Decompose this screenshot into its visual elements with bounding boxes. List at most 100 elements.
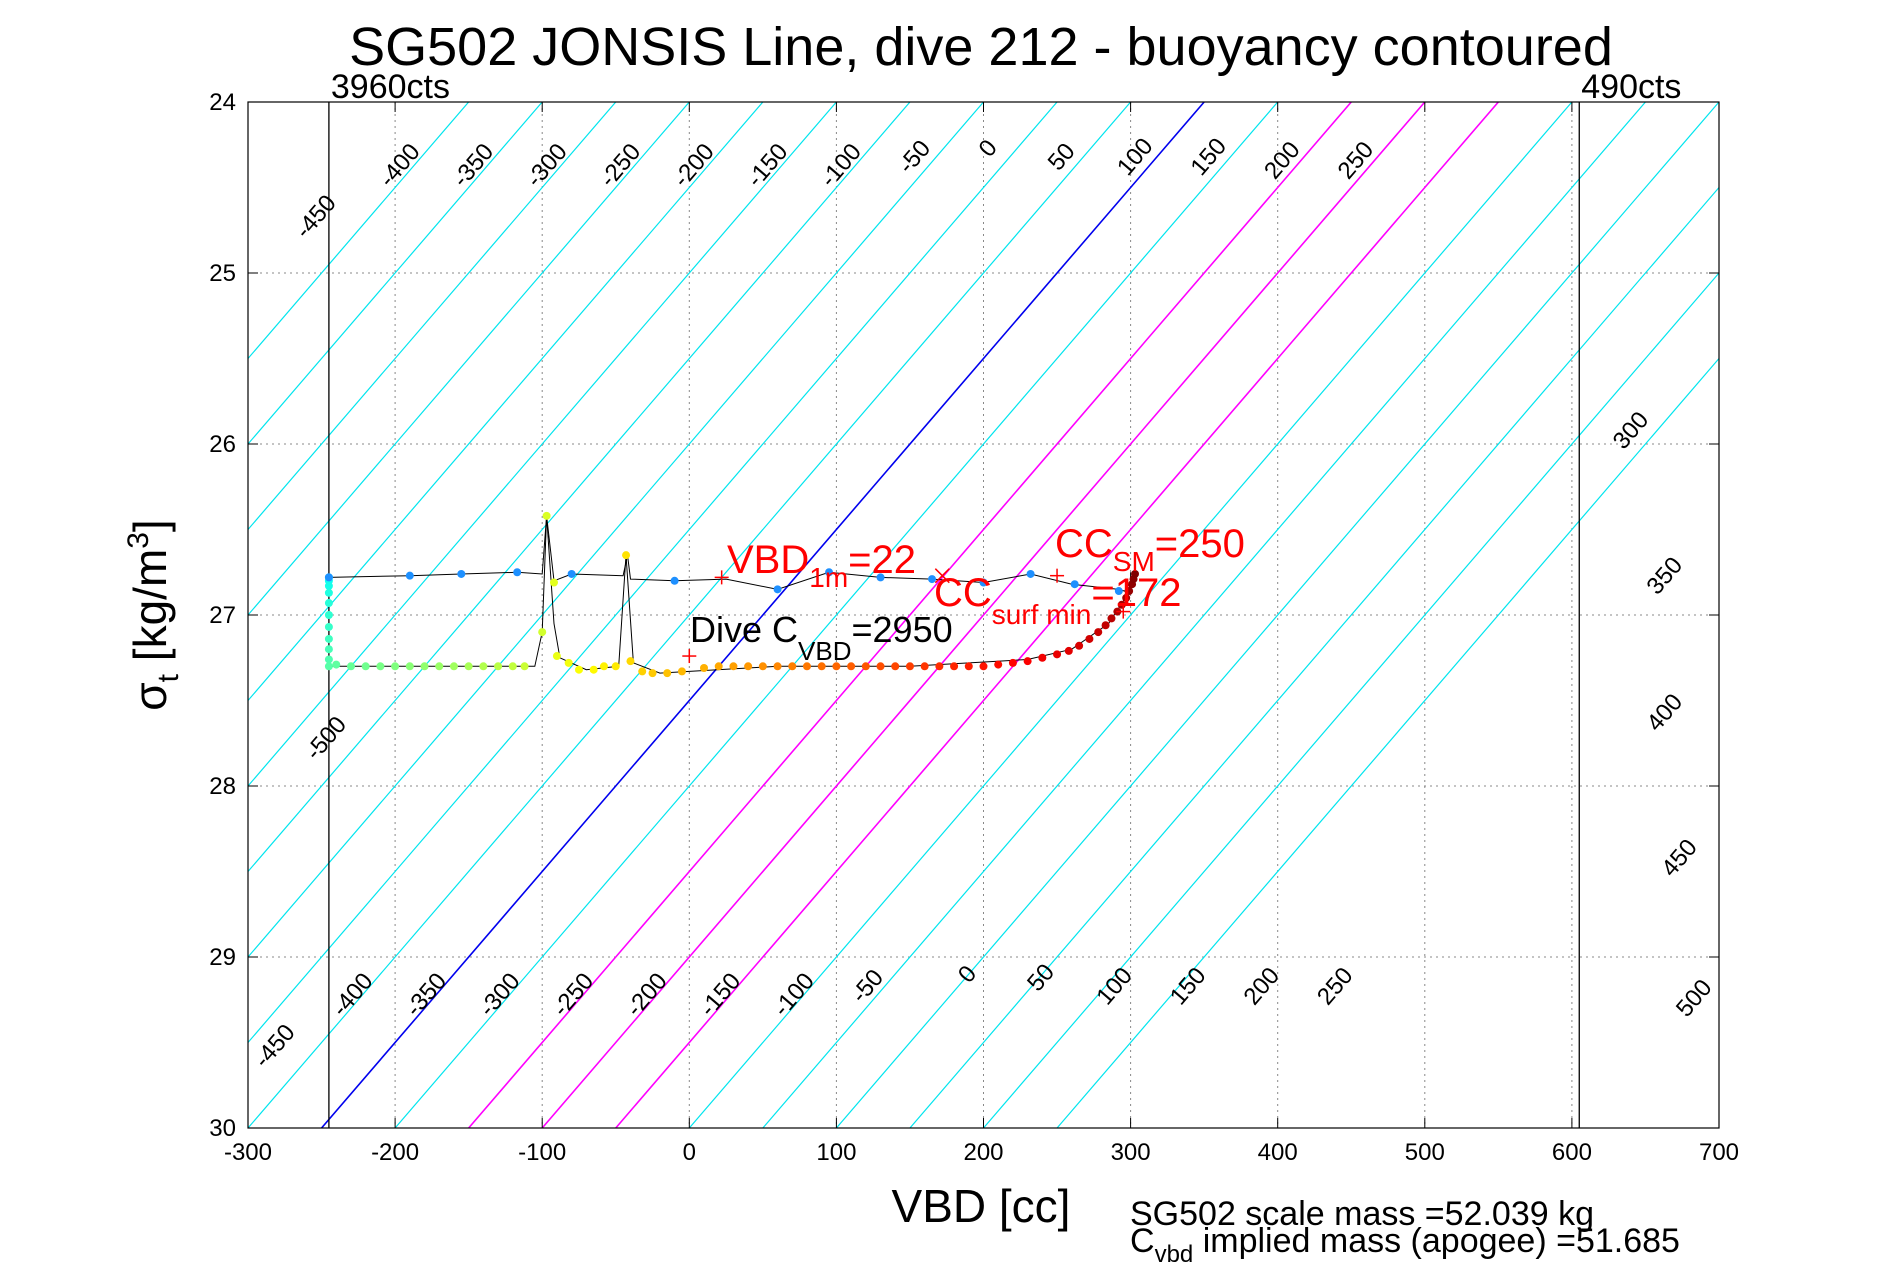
- data-point: [599, 662, 608, 671]
- y-tick-label: 25: [209, 260, 236, 287]
- data-point: [626, 657, 635, 666]
- reference-marker: [1116, 604, 1131, 619]
- data-point: [964, 662, 973, 671]
- x-tick-label: -100: [518, 1139, 566, 1166]
- data-point: [361, 662, 370, 671]
- footer-c-main: C: [1130, 1222, 1155, 1260]
- buoyancy-contour-line: [248, 102, 764, 702]
- vbd-limit-label: 3960cts: [331, 68, 450, 106]
- data-point: [1094, 628, 1103, 637]
- y-axis-ticks: 24 25 26 27 28 29 30: [209, 89, 1719, 1142]
- data-point: [479, 662, 488, 671]
- data-point: [817, 662, 826, 671]
- buoyancy-contour-line: [248, 102, 1058, 1044]
- data-point: [391, 662, 400, 671]
- data-point: [861, 662, 870, 671]
- data-point: [905, 662, 914, 671]
- buoyancy-contour-line: [835, 102, 1719, 1128]
- buoyancy-contour-line: [248, 102, 617, 531]
- data-point: [324, 622, 333, 631]
- dive-cvbd-sub: VBD: [798, 636, 851, 666]
- reference-marker: [934, 568, 950, 584]
- data-point: [920, 662, 929, 671]
- x-tick-label: 300: [1111, 1139, 1151, 1166]
- data-point: [1075, 641, 1084, 650]
- data-point: [802, 662, 811, 671]
- y-label-tail: [kg/m: [124, 549, 176, 674]
- data-point: [663, 669, 672, 678]
- data-point: [324, 599, 333, 608]
- data-point: [324, 581, 333, 590]
- data-point: [1008, 658, 1017, 667]
- data-point: [1064, 646, 1073, 655]
- data-point: [758, 662, 767, 671]
- y-tick-label: 30: [209, 1115, 236, 1142]
- buoyancy-contour-line: [468, 102, 1352, 1128]
- data-point: [648, 669, 657, 678]
- data-point: [564, 658, 573, 667]
- data-point: [324, 611, 333, 619]
- data-point: [825, 568, 834, 577]
- data-point: [324, 588, 333, 597]
- x-axis-label: VBD [cc]: [892, 1180, 1071, 1232]
- dive-cvbd-main: Dive C: [690, 609, 798, 650]
- data-point: [457, 569, 466, 578]
- data-point: [1038, 653, 1047, 662]
- cc-sm-sub: SM: [1113, 546, 1155, 577]
- data-point: [552, 652, 561, 661]
- data-point: [520, 662, 529, 671]
- data-point: [994, 660, 1003, 669]
- buoyancy-contour-line: [688, 102, 1573, 1128]
- buoyancy-contour-line: [248, 102, 1132, 1128]
- data-point: [611, 662, 620, 671]
- data-point: [773, 662, 782, 671]
- data-point: [376, 662, 385, 671]
- buoyancy-contour-line: [248, 102, 690, 616]
- cc-surf-tail: =172: [1091, 571, 1181, 615]
- x-tick-label: 100: [816, 1139, 856, 1166]
- dive-cvbd-tail: =2950: [852, 609, 953, 650]
- y-tick-label: 28: [209, 773, 236, 800]
- annotation-dive-cvbd: Dive CVBD=2950: [690, 609, 953, 666]
- data-point: [542, 511, 551, 520]
- x-axis-ticks: -300 -200 -100 0 100 200 300 400 500 600 700: [224, 102, 1739, 1166]
- y-tick-label: 24: [209, 89, 236, 116]
- data-point: [788, 662, 797, 671]
- cc-sm-tail: =250: [1155, 522, 1245, 566]
- footer-scale-mass: SG502 scale mass =52.039 kg: [1130, 1195, 1594, 1233]
- buoyancy-contour-line: [762, 102, 1646, 1128]
- vbd1m-sub: 1m: [809, 562, 848, 593]
- data-point: [324, 645, 333, 654]
- data-point: [435, 662, 444, 671]
- data-point: [1085, 634, 1094, 643]
- data-point: [744, 662, 753, 671]
- y-tick-label: 26: [209, 431, 236, 458]
- annotation-cc-surf: CCsurf min=172: [934, 571, 1181, 630]
- data-point: [876, 573, 885, 582]
- data-series: [324, 511, 1140, 678]
- data-point: [1125, 587, 1134, 596]
- x-tick-label: 200: [963, 1139, 1003, 1166]
- vbd-limit-label: 490cts: [1581, 68, 1681, 106]
- y-label-sub: t: [152, 673, 185, 682]
- series-line: [328, 515, 1132, 592]
- annotation-cc-sm: CCSM=250: [1055, 522, 1245, 577]
- data-point: [324, 662, 333, 671]
- x-tick-label: 400: [1258, 1139, 1298, 1166]
- cc-surf-sub: surf min: [992, 599, 1092, 630]
- vbd1m-tail: =22: [848, 538, 916, 582]
- data-point: [670, 576, 679, 585]
- data-point: [538, 628, 547, 637]
- data-point: [847, 662, 856, 671]
- data-point: [346, 662, 355, 671]
- reference-marker: [682, 649, 697, 664]
- data-point: [494, 662, 503, 671]
- data-point: [700, 664, 709, 673]
- y-tick-label: 29: [209, 944, 236, 971]
- y-label-main: σ: [124, 682, 176, 710]
- data-point: [1131, 569, 1140, 578]
- marker-stroke: [934, 568, 950, 584]
- buoyancy-contour-line: [909, 186, 1719, 1128]
- data-point: [729, 662, 738, 671]
- reference-marker: [1050, 568, 1065, 583]
